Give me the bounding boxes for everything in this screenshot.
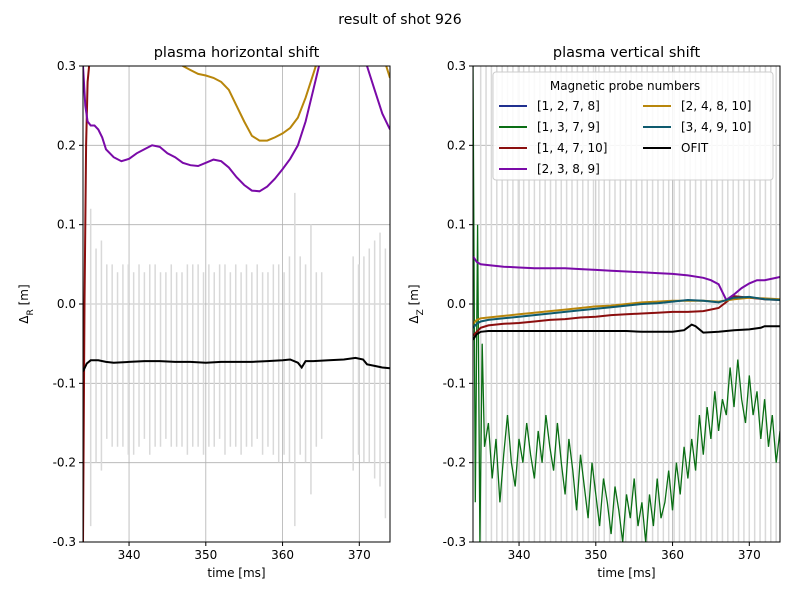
y-tick-label: 0.2	[57, 138, 76, 152]
legend-frame	[492, 71, 774, 181]
legend-label: [2, 3, 8, 9]	[537, 162, 600, 176]
x-tick-label: 370	[348, 548, 371, 562]
series-line	[83, 356, 390, 372]
y-tick-label: -0.2	[443, 456, 466, 470]
y-tick-label: 0.1	[57, 218, 76, 232]
y-tick-label: -0.3	[443, 535, 466, 549]
x-tick-label: 360	[661, 548, 684, 562]
legend: Magnetic probe numbers [1, 2, 7, 8] [1, 3,…	[492, 71, 774, 181]
series-line	[473, 255, 780, 302]
series-line	[83, 66, 390, 193]
legend-label: [3, 4, 9, 10]	[681, 120, 751, 134]
legend-label: [2, 4, 8, 10]	[681, 99, 751, 113]
y-tick-label: 0.1	[447, 218, 466, 232]
x-tick-label: 350	[194, 548, 217, 562]
series-line	[473, 66, 780, 542]
y-tick-label: -0.3	[53, 535, 76, 549]
x-tick-label: 340	[508, 548, 531, 562]
legend-label: OFIT	[681, 141, 709, 155]
y-tick-label: 0.3	[57, 59, 76, 73]
y-tick-label: -0.1	[443, 376, 466, 390]
x-axis-label: time [ms]	[597, 566, 655, 580]
y-axis-label: ΔR [m]	[17, 284, 36, 323]
legend-label: [1, 4, 7, 10]	[537, 141, 607, 155]
y-tick-label: 0.0	[447, 297, 466, 311]
plot-area	[83, 66, 390, 542]
legend-title: Magnetic probe numbers	[550, 79, 700, 93]
y-tick-label: -0.1	[53, 376, 76, 390]
series-line	[181, 66, 390, 142]
series-line	[473, 295, 780, 329]
x-tick-label: 350	[584, 548, 607, 562]
y-tick-label: 0.0	[57, 297, 76, 311]
x-tick-label: 340	[118, 548, 141, 562]
x-tick-label: 360	[271, 548, 294, 562]
subplot-title: plasma horizontal shift	[154, 45, 320, 61]
series-line	[473, 323, 780, 341]
x-axis-label: time [ms]	[207, 566, 265, 580]
y-tick-label: 0.2	[447, 138, 466, 152]
subplot-title: plasma vertical shift	[553, 45, 701, 61]
subplot-horizontal-shift: 340 350 360 370 -0.3 -0.2 -0.1 0.0 0.1 0.2 0.3 plas…	[17, 45, 391, 580]
x-tick-label: 370	[738, 548, 761, 562]
y-tick-label: -0.2	[53, 456, 76, 470]
y-axis-label: ΔZ [m]	[407, 284, 426, 323]
series-line	[83, 66, 91, 542]
series-line	[473, 295, 780, 337]
legend-label: [1, 3, 7, 9]	[537, 120, 600, 134]
figure-suptitle: result of shot 926	[338, 12, 461, 28]
legend-label: [1, 2, 7, 8]	[537, 99, 600, 113]
y-tick-label: 0.3	[447, 59, 466, 73]
